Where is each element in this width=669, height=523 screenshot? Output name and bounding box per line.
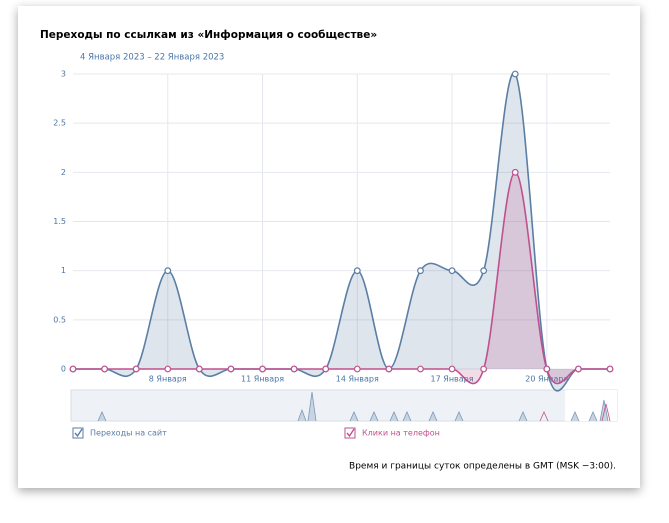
area — [73, 72, 610, 391]
point[interactable] — [417, 365, 424, 373]
navigator[interactable] — [70, 389, 618, 422]
legend-checkbox[interactable] — [72, 427, 84, 439]
x-tick-label: 8 Января — [149, 375, 187, 384]
point[interactable] — [385, 365, 393, 373]
point[interactable] — [575, 365, 582, 373]
point[interactable] — [290, 365, 298, 373]
footnote: Время и границы суток определены в GMT (… — [349, 462, 616, 472]
point[interactable] — [480, 267, 488, 275]
point[interactable] — [101, 365, 108, 373]
y-tick-label: 2.5 — [53, 119, 66, 128]
navigator-line — [539, 403, 611, 422]
point[interactable] — [353, 365, 361, 373]
point[interactable] — [606, 365, 614, 373]
point[interactable] — [448, 365, 456, 373]
y-tick-label: 3 — [61, 70, 66, 79]
point[interactable] — [259, 365, 266, 373]
legend-check — [346, 428, 355, 438]
plot: 0 0.5 1 1.5 2 2.5 3 8 Января 11 Января 14 Января 1… — [53, 70, 614, 392]
navigator-line — [97, 391, 609, 422]
y-tick-label: 0 — [61, 365, 66, 374]
area — [73, 172, 610, 384]
date-range[interactable]: 4 Января 2023 – 22 Января 2023 — [80, 53, 224, 63]
navigator-spikes — [97, 391, 611, 422]
point[interactable] — [353, 267, 361, 275]
point[interactable] — [164, 365, 172, 373]
legend-check — [74, 428, 83, 438]
legend-label[interactable]: Клики на телефон — [362, 429, 440, 438]
y-tick-label: 1.5 — [53, 217, 66, 226]
point[interactable] — [448, 267, 456, 275]
y-tick-label: 0.5 — [53, 315, 66, 324]
x-tick-label: 20 Января — [525, 375, 568, 384]
point[interactable] — [164, 267, 172, 275]
point[interactable] — [322, 365, 330, 373]
point[interactable] — [480, 365, 488, 373]
point[interactable] — [511, 168, 519, 176]
x-tick-label: 17 Января — [431, 375, 474, 384]
point[interactable] — [227, 365, 235, 373]
point[interactable] — [69, 365, 77, 373]
x-tick-label: 14 Января — [336, 375, 379, 384]
point[interactable] — [511, 70, 519, 78]
legend-checkbox[interactable] — [344, 427, 356, 439]
point[interactable] — [132, 365, 140, 373]
point[interactable] — [417, 267, 424, 275]
legend-label[interactable]: Переходы на сайт — [90, 429, 167, 438]
y-tick-label: 2 — [61, 168, 66, 177]
point[interactable] — [543, 365, 551, 373]
point[interactable] — [195, 365, 203, 373]
y-tick-label: 1 — [61, 266, 66, 275]
x-tick-label: 11 Января — [241, 375, 284, 384]
chart-title: Переходы по ссылкам из «Информация о соо… — [40, 29, 377, 41]
